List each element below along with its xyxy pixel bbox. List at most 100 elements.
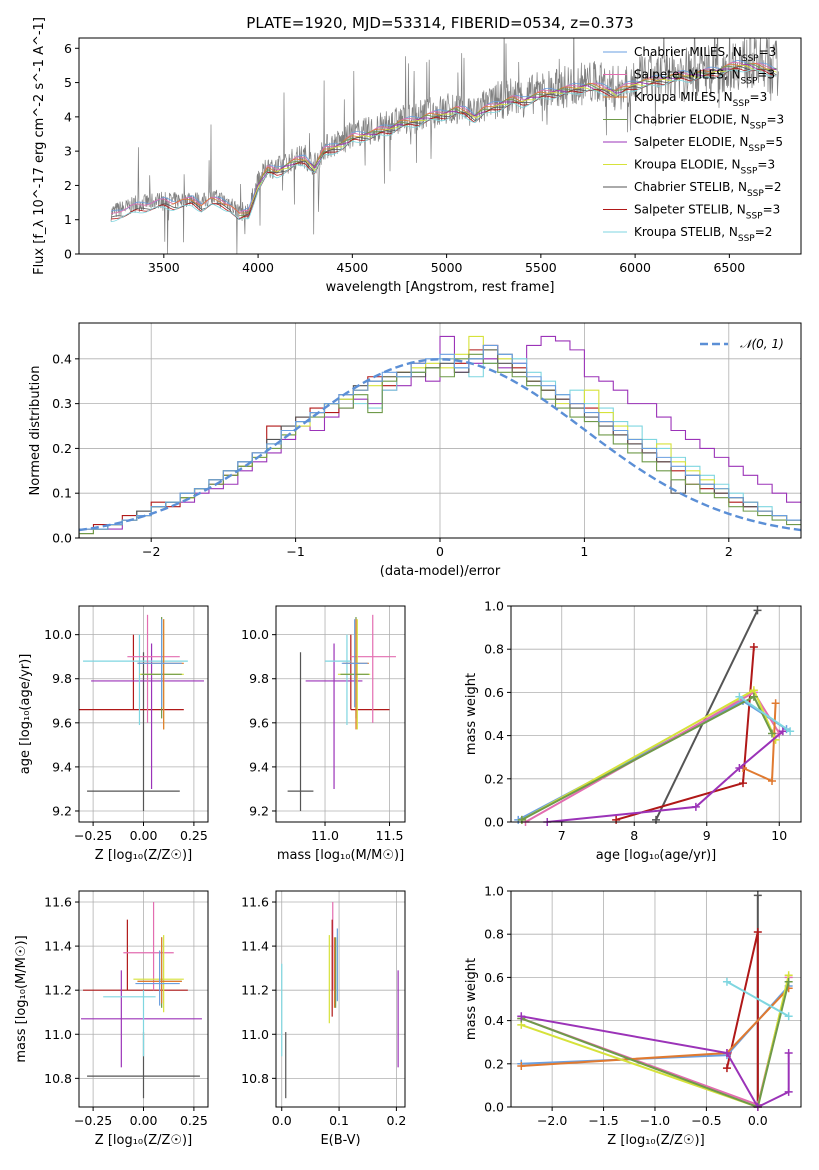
x-tick-label: 3500 [148,260,180,275]
x-tick-label: −2 [142,544,160,559]
y-tick-label: 0.4 [484,728,504,743]
y-tick-label: 2 [64,178,72,193]
y-tick-label: 11.2 [44,983,72,998]
x-tick-label: 8 [630,828,638,843]
legend-label: Kroupa MILES, NSSP=3 [634,90,767,109]
y-axis-label: age [log₁₀(age/yr)] [18,654,33,775]
x-tick-label: 0.0 [748,1113,768,1128]
legend-label: Salpeter ELODIE, NSSP=5 [634,135,783,154]
age-vs-mass-panel: 11.0 11.5 9.2 9.4 9.6 9.8 10.0 mass [log₁₀(M/M☉… [241,605,406,863]
x-tick-label: −1 [286,544,304,559]
model-fit-line-chabrier-miles [110,60,777,214]
legend-subscript: SSP [750,122,767,132]
legend-subscript: SSP [746,212,763,222]
model-fit-line-kroupa-miles [171,63,777,214]
y-tick-label: 0.4 [52,351,72,366]
weight-line-salpeter-elodie [521,1015,790,1107]
weight-marker [768,729,776,738]
model-fit-line-kroupa-stelib [110,69,777,223]
y-axis-label: mass weight [464,958,479,1040]
axes-frame [510,890,802,1108]
y-tick-label: 9.4 [52,759,72,774]
y-tick-label: 9.6 [249,715,269,730]
x-axis-label: age [log₁₀(age/yr)] [596,848,717,863]
x-tick-label: 4000 [242,260,274,275]
axes-frame [275,890,406,1108]
y-tick-label: 1.0 [484,599,504,614]
x-tick-label: −1.0 [640,1113,670,1128]
weight-line-salpeter-miles [525,691,781,822]
x-tick-label: 0.0 [272,1113,292,1128]
y-tick-label: 11.6 [241,895,269,910]
y-tick-label: 0.3 [52,396,72,411]
x-tick-label: 5500 [525,260,557,275]
weight-marker [517,1061,526,1070]
y-tick-label: 10.0 [241,627,269,642]
x-tick-label: 0.00 [130,828,158,843]
y-tick-label: 0.8 [484,927,504,942]
y-axis-label: Flux [f_λ 10^-17 erg cm^-2 s^-1 A^-1] [32,17,47,275]
axes-frame [78,322,802,539]
legend-label: Kroupa STELIB, NSSP=2 [634,225,772,244]
y-tick-label: 0.0 [52,531,72,546]
weight-line-salpeter-elodie [547,730,784,822]
weight-line-chabrier-elodie [520,981,790,1107]
weight-marker [652,815,660,824]
legend-subscript: SSP [748,144,765,154]
weight-marker [749,692,758,701]
y-tick-label: 9.8 [52,671,72,686]
legend-label: 𝒩(0, 1) [740,337,784,351]
y-tick-label: 1.0 [484,884,504,899]
y-tick-label: 0.8 [484,642,504,657]
x-axis-label: Z [log₁₀(Z/Z☉)] [95,848,192,863]
x-tick-label: 6000 [619,260,651,275]
y-tick-label: 0.2 [484,771,504,786]
x-tick-label: 0.25 [180,1113,208,1128]
axes-frame [510,605,802,823]
weight-marker [753,891,762,900]
y-tick-label: 0.1 [52,486,72,501]
weight-marker [771,699,780,708]
x-tick-label: 7 [558,828,566,843]
weight-marker [722,1049,731,1057]
weight-marker [691,802,700,811]
weight-line-kroupa-elodie [520,974,790,1107]
x-tick-label: −0.25 [74,1113,112,1128]
y-tick-label: 10.8 [44,1071,72,1086]
x-axis-label: mass [log₁₀(M/M☉)] [277,848,404,863]
weight-line-chabrier-elodie [521,695,773,821]
y-tick-label: 11.0 [241,1027,269,1042]
y-tick-label: 10.8 [241,1071,269,1086]
weight-marker [722,1064,731,1073]
x-tick-label: 11.0 [311,828,339,843]
mass-vs-ebv-panel: 0.0 0.1 0.2 10.8 11.0 11.2 11.4 11.6 E(B-V) [241,890,406,1148]
histogram-step-chabrier-miles [79,344,801,538]
weight-marker [753,606,762,615]
weight-marker [749,643,758,652]
weight-marker [735,764,744,772]
x-tick-label: 6500 [713,260,745,275]
x-tick-label: 5000 [431,260,463,275]
weight-marker [786,727,795,736]
weight-vs-Z-panel: −2.0 −1.5 −1.0 −0.5 0.0 0.0 0.2 0.4 0.6 0.8 1.0 Z [… [464,884,802,1148]
normal-curve [78,358,802,532]
y-tick-label: 11.4 [44,939,72,954]
axes-frame [78,37,802,255]
y-tick-label: 0.0 [484,1100,504,1115]
y-tick-label: 9.2 [52,803,72,818]
age-vs-Z-panel: −0.25 0.00 0.25 9.2 9.4 9.6 9.8 10.0 Z [log₁₀(Z/… [18,605,209,863]
y-tick-label: 11.4 [241,939,269,954]
x-tick-label: 11.5 [376,828,404,843]
y-tick-label: 3 [64,144,72,159]
legend-label: Kroupa ELODIE, NSSP=3 [634,158,775,177]
weight-marker [778,727,787,736]
model-fit-line-chabrier-stelib [110,66,777,221]
x-axis-label: (data-model)/error [380,564,501,579]
y-tick-label: 4 [64,109,72,124]
y-axis-label: mass weight [464,673,479,755]
legend-label: Salpeter STELIB, NSSP=3 [634,203,780,222]
weight-marker [722,977,731,986]
y-tick-label: 9.8 [249,671,269,686]
x-axis-label: Z [log₁₀(Z/Z☉)] [95,1133,192,1148]
